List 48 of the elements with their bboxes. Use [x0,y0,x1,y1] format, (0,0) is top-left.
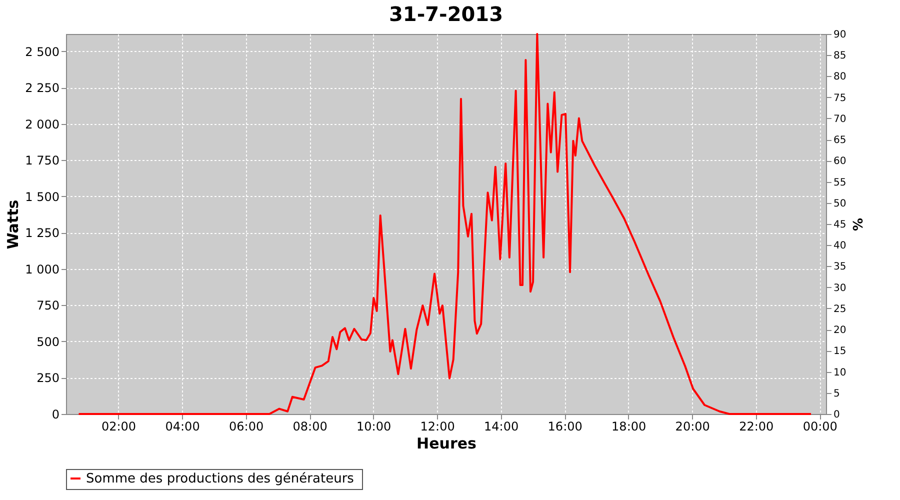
x-tick-label: 04:00 [165,420,200,434]
y2-tick-label: 55 [834,177,846,188]
legend-label: Somme des productions des générateurs [86,472,354,486]
y2-tick-label: 85 [834,50,846,62]
y-tick-label: 750 [36,298,60,313]
x-tick-label: 06:00 [229,420,264,434]
y2-tick-label: 90 [834,30,846,40]
y2-tick-label: 70 [834,114,846,125]
x-tick-label: 16:00 [548,420,582,434]
y-tick-label: 2 500 [25,44,60,59]
y2-tick-label: 25 [834,304,846,315]
y-tick-label: 2 250 [25,81,60,96]
x-tick-label: 10:00 [356,420,392,434]
x-tick-label: 12:00 [420,420,455,434]
x-tick-label: 14:00 [484,420,519,434]
y2-tick-label: 35 [834,262,846,273]
y2-tick-label: 65 [834,135,846,146]
y2-tick-label: 45 [834,220,846,230]
y-tick-label: 1 750 [25,154,60,168]
y2-tick-label: 80 [834,72,846,83]
x-tick-label: 08:00 [292,420,328,434]
y2-tick-label: 15 [834,346,846,358]
x-tick-label: 00:00 [802,420,838,434]
y2-tick-label: 5 [834,388,840,400]
y2-tick-label: 10 [834,367,846,378]
y-tick-label: 2 000 [25,117,60,132]
y-tick-label: 0 [52,408,60,422]
y2-tick-label: 50 [834,198,846,210]
y2-tick-label: 75 [834,92,846,104]
y-tick-label: 1 250 [25,226,60,240]
x-tick-label: 20:00 [675,420,710,434]
x-axis-title: Heures [416,434,477,452]
y-tick-label: 1 000 [25,262,60,276]
y-tick-label: 500 [36,334,60,349]
y2-tick-label: 0 [834,410,840,420]
line-series [78,33,812,415]
x-tick-label: 18:00 [612,420,646,434]
y2-tick-label: 20 [834,325,846,336]
y2-tick-label: 30 [834,282,846,294]
y2-tick-label: 40 [834,240,846,252]
y-axis-title: Watts [4,200,22,250]
chart-title: 31-7-2013 [388,2,504,26]
x-tick-label: 02:00 [101,420,136,434]
y2-tick-label: 60 [834,156,846,168]
y-tick-label: 250 [36,371,60,386]
x-tick-label: 22:00 [739,420,774,434]
y2-axis-title: % [849,218,864,232]
y-tick-label: 1 500 [25,190,60,204]
